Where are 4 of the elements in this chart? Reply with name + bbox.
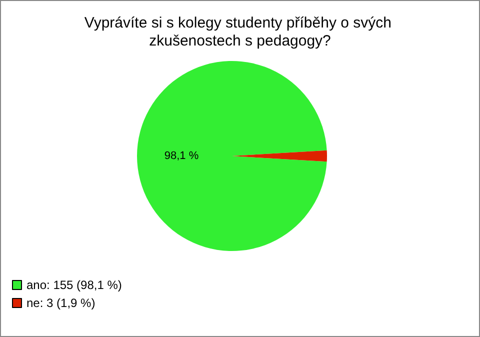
chart-title: Vyprávíte si s kolegy studenty příběhy o svých zkušenostech s pedagogy? (84, 14, 396, 50)
data-label: 98,1 % (164, 150, 199, 162)
legend-label: ne: 3 (1,9 %) (26, 296, 96, 310)
legend-label: ano: 155 (98,1 %) (26, 278, 122, 292)
